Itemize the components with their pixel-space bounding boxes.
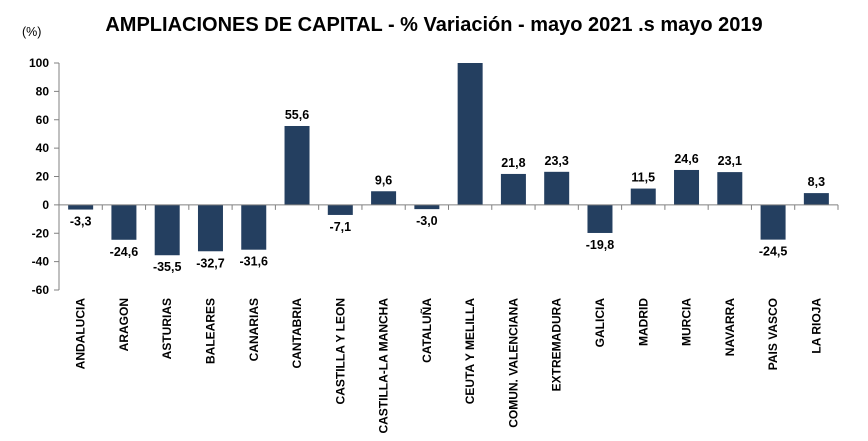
category-label: MURCIA [680,298,694,346]
bar [197,204,223,252]
y-tick-label: 40 [36,141,50,155]
data-label: -3,0 [416,214,438,228]
data-label: 23,3 [545,154,569,168]
y-tick-label: -40 [32,255,50,269]
data-label: -32,7 [196,256,225,270]
bar [68,204,94,210]
data-labels: -3,3 -24,6 -35,5 -32,7 -31,6 55,6 -7,1 9,6 -3,0 2… [70,108,825,274]
data-label: 21,8 [501,156,525,170]
bar [587,204,613,233]
data-label: -19,8 [586,238,615,252]
data-label: 24,6 [674,152,698,166]
y-axis-ticks: 100 80 60 40 20 0 -20 -40 -60 [29,56,59,297]
category-label: CASTILLA-LA MANCHA [377,298,391,434]
bar [760,204,786,240]
category-label: GALICIA [593,298,607,348]
category-label: LA RIOJA [809,298,823,354]
bar [803,193,829,205]
data-label: 8,3 [808,175,825,189]
y-tick-label: 60 [36,113,50,127]
bar [500,173,526,205]
category-label: NAVARRA [723,298,737,357]
category-label: CASTILLA Y LEON [333,298,347,404]
y-tick-label: 20 [36,170,50,184]
category-label: ANDALUCIA [74,298,88,370]
bar [371,191,397,205]
data-label: -7,1 [330,220,352,234]
category-label: CANARIAS [247,298,261,361]
category-labels: ANDALUCIA ARAGON ASTURIAS BALEARES CANARIAS C… [74,298,824,434]
y-tick-label: -20 [32,226,50,240]
bar [717,172,743,205]
data-label: -3,3 [70,215,92,229]
bar [241,204,267,250]
category-label: BALEARES [203,298,217,364]
data-label: -35,5 [153,260,182,274]
category-label: PAIS VASCO [766,298,780,370]
bar [457,63,483,205]
y-tick-label: 0 [42,198,49,212]
category-label: COMUN. VALENCIANA [506,298,520,428]
category-label: ARAGON [117,298,131,351]
data-label: 23,1 [718,154,742,168]
data-label: -24,6 [110,245,139,259]
bar [630,188,656,205]
bar [111,204,137,240]
y-tick-label: 100 [29,56,49,70]
data-label: 9,6 [375,173,392,187]
data-label: -31,6 [240,255,269,269]
category-label: CANTABRIA [290,298,304,369]
axes [58,63,839,290]
y-tick-label: 80 [36,84,50,98]
bar [544,171,570,205]
chart-title: AMPLIACIONES DE CAPITAL - % Variación - … [105,14,763,36]
bar [154,204,180,256]
bars [68,63,829,256]
category-label: EXTREMADURA [550,298,564,392]
data-label: 55,6 [285,108,309,122]
category-label: CEUTA Y MELILLA [463,298,477,405]
y-unit-label: (%) [22,25,41,39]
data-label: 11,5 [631,171,655,185]
y-tick-label: -60 [32,283,50,297]
bar [284,125,310,205]
category-label: ASTURIAS [160,298,174,359]
bar [327,204,353,215]
bar [414,204,440,210]
data-label: -24,5 [759,245,788,259]
bar [674,169,700,205]
category-label: CATALUÑA [419,298,434,363]
category-label: MADRID [636,298,650,346]
